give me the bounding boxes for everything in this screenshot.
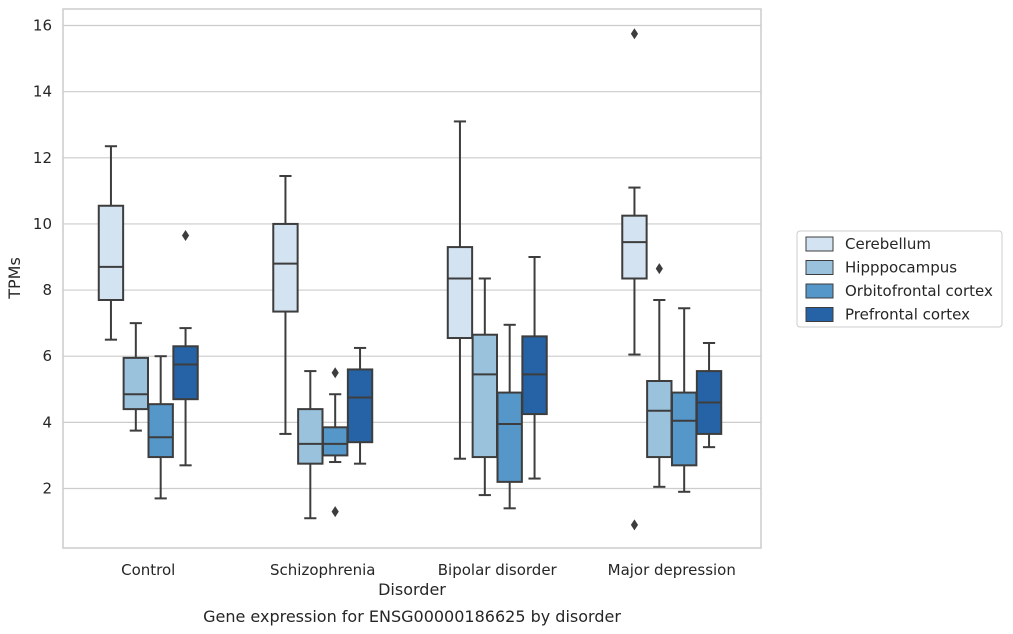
box-cerebellum-bipolar-disorder bbox=[446, 120, 474, 460]
x-tick-label: Control bbox=[121, 561, 175, 579]
box-body bbox=[172, 345, 199, 401]
legend-swatch bbox=[805, 307, 834, 322]
box-body bbox=[496, 391, 523, 483]
box-cerebellum-major-depression bbox=[621, 28, 648, 531]
box-orbitofrontal-cortex-control bbox=[147, 355, 174, 500]
box-body bbox=[297, 408, 324, 465]
x-tick-label: Bipolar disorder bbox=[438, 561, 558, 579]
legend-frame bbox=[796, 230, 1003, 328]
box-body bbox=[97, 204, 125, 301]
chart-caption: Gene expression for ENSG00000186625 by d… bbox=[203, 607, 621, 626]
y-tick-label: 16 bbox=[33, 17, 52, 35]
legend-swatch bbox=[805, 236, 834, 252]
outlier-point bbox=[630, 28, 639, 40]
box-prefrontal-cortex-schizophrenia bbox=[346, 346, 374, 465]
box-prefrontal-cortex-bipolar-disorder bbox=[521, 256, 548, 480]
legend: Cerebellum Hipppocampus Orbitofrontal cort… bbox=[796, 230, 1003, 328]
y-axis-ticks: 2 4 6 8 10 12 14 16 bbox=[33, 17, 52, 498]
box-plot-series bbox=[97, 28, 723, 531]
box-orbitofrontal-cortex-schizophrenia bbox=[321, 367, 349, 518]
box-hipppocampus-control bbox=[122, 322, 150, 432]
outlier-point bbox=[181, 230, 190, 242]
legend-label: Hipppocampus bbox=[845, 259, 957, 277]
legend-label: Prefrontal cortex bbox=[845, 306, 970, 324]
box-body bbox=[147, 403, 174, 459]
plot-area-frame bbox=[62, 8, 762, 549]
box-body bbox=[122, 356, 150, 411]
box-body bbox=[646, 380, 673, 459]
box-body bbox=[670, 391, 698, 467]
y-tick-label: 6 bbox=[42, 347, 52, 365]
box-prefrontal-cortex-major-depression bbox=[695, 341, 723, 449]
x-tick-label: Schizophrenia bbox=[270, 561, 375, 579]
box-body bbox=[621, 214, 648, 280]
legend-label: Orbitofrontal cortex bbox=[845, 282, 993, 300]
box-cerebellum-schizophrenia bbox=[272, 174, 299, 435]
outlier-point bbox=[630, 519, 639, 531]
outlier-point bbox=[331, 367, 339, 379]
box-orbitofrontal-cortex-major-depression bbox=[670, 307, 698, 493]
legend-swatch bbox=[805, 260, 834, 275]
box-body bbox=[446, 246, 474, 340]
box-body bbox=[471, 333, 499, 459]
box-body bbox=[346, 368, 374, 444]
legend-label: Cerebellum bbox=[845, 235, 931, 253]
x-axis-ticks: Control Schizophrenia Bipolar disorder Majo… bbox=[121, 561, 736, 579]
x-axis-label: Disorder bbox=[378, 580, 446, 599]
y-tick-label: 10 bbox=[33, 215, 52, 233]
legend-swatch bbox=[805, 283, 834, 299]
box-hipppocampus-bipolar-disorder bbox=[471, 277, 499, 497]
box-cerebellum-control bbox=[97, 145, 125, 341]
box-body bbox=[321, 426, 349, 457]
outlier-point bbox=[331, 506, 339, 518]
y-tick-label: 8 bbox=[42, 281, 52, 299]
box-body bbox=[272, 222, 299, 313]
box-prefrontal-cortex-control bbox=[172, 230, 199, 467]
box-hipppocampus-schizophrenia bbox=[297, 370, 324, 520]
y-tick-label: 4 bbox=[42, 413, 52, 431]
y-tick-label: 12 bbox=[33, 149, 52, 167]
box-orbitofrontal-cortex-bipolar-disorder bbox=[496, 323, 523, 510]
box-hipppocampus-major-depression bbox=[646, 263, 673, 488]
y-tick-label: 2 bbox=[42, 479, 52, 497]
y-tick-label: 14 bbox=[33, 83, 52, 101]
y-axis-label: TPMs bbox=[5, 257, 24, 300]
outlier-point bbox=[655, 263, 663, 275]
x-tick-label: Major depression bbox=[608, 561, 736, 579]
